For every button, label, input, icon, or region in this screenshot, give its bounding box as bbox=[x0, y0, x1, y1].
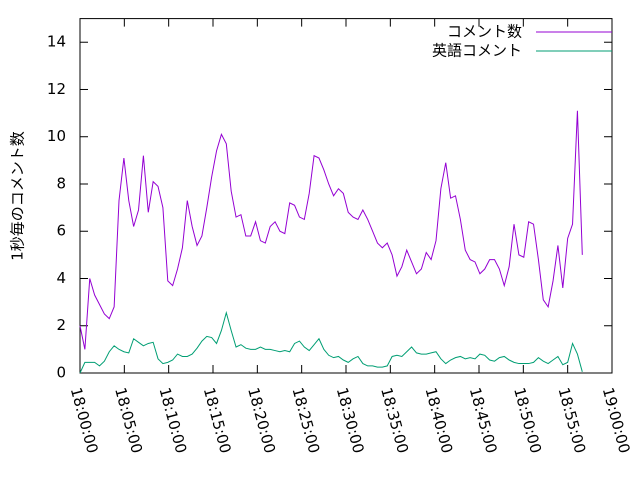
x-tick-label: 18:35:00 bbox=[377, 386, 412, 456]
x-tick-label: 18:55:00 bbox=[554, 386, 589, 456]
y-tick-label: 4 bbox=[56, 269, 66, 287]
y-tick-label: 8 bbox=[56, 174, 66, 192]
x-tick-label: 18:20:00 bbox=[244, 386, 279, 456]
x-tick-label: 18:45:00 bbox=[466, 386, 501, 456]
x-tick-label: 18:40:00 bbox=[421, 386, 456, 456]
x-tick-label: 18:15:00 bbox=[200, 386, 235, 456]
y-tick-label: 14 bbox=[47, 33, 66, 51]
y-tick-label: 0 bbox=[56, 364, 66, 382]
x-tick-label: 18:30:00 bbox=[333, 386, 368, 456]
x-tick-label: 18:10:00 bbox=[155, 386, 190, 456]
x-tick-label: 18:05:00 bbox=[111, 386, 146, 456]
x-tick-label: 18:25:00 bbox=[288, 386, 323, 456]
legend-label: コメント数 bbox=[447, 23, 522, 41]
y-tick-label: 12 bbox=[47, 80, 66, 98]
series-line bbox=[79, 110, 583, 350]
legend-label: 英語コメント bbox=[432, 42, 522, 60]
y-tick-label: 2 bbox=[56, 316, 66, 334]
y-axis-label: 1秒毎のコメント数 bbox=[9, 131, 27, 261]
y-tick-label: 6 bbox=[56, 222, 66, 240]
plot-border bbox=[79, 18, 613, 374]
y-tick-label: 10 bbox=[47, 127, 66, 145]
x-tick-label: 18:00:00 bbox=[67, 386, 102, 456]
x-tick-label: 18:50:00 bbox=[510, 386, 545, 456]
x-tick-label: 19:00:00 bbox=[599, 386, 634, 456]
series-line bbox=[79, 310, 583, 374]
